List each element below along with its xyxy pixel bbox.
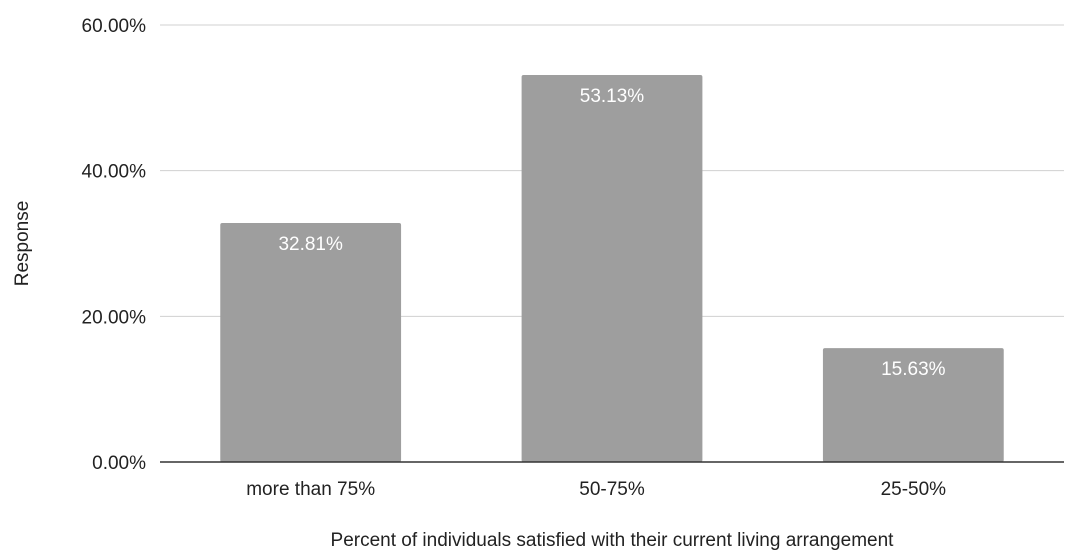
x-category-label: 50-75% <box>579 479 645 500</box>
y-tick-label: 0.00% <box>92 453 146 474</box>
bar <box>521 75 703 462</box>
x-category-label: 25-50% <box>881 479 947 500</box>
bar-data-label: 53.13% <box>580 86 645 107</box>
y-axis-ticks: 0.00% 20.00% 40.00% 60.00% <box>82 16 147 474</box>
x-axis-title: Percent of individuals satisfied with th… <box>331 530 895 551</box>
y-tick-label: 60.00% <box>82 16 147 37</box>
y-tick-label: 40.00% <box>82 162 147 183</box>
x-axis-categories: more than 75% 50-75% 25-50% <box>246 479 946 500</box>
bar <box>220 223 402 462</box>
bar-data-label: 32.81% <box>278 234 343 255</box>
y-tick-label: 20.00% <box>82 307 147 328</box>
y-axis-title: Response <box>12 201 33 287</box>
bar-data-label: 15.63% <box>881 359 946 380</box>
bars: 32.81% 53.13% 15.63% <box>220 75 1004 462</box>
x-category-label: more than 75% <box>246 479 375 500</box>
bar <box>822 348 1004 462</box>
